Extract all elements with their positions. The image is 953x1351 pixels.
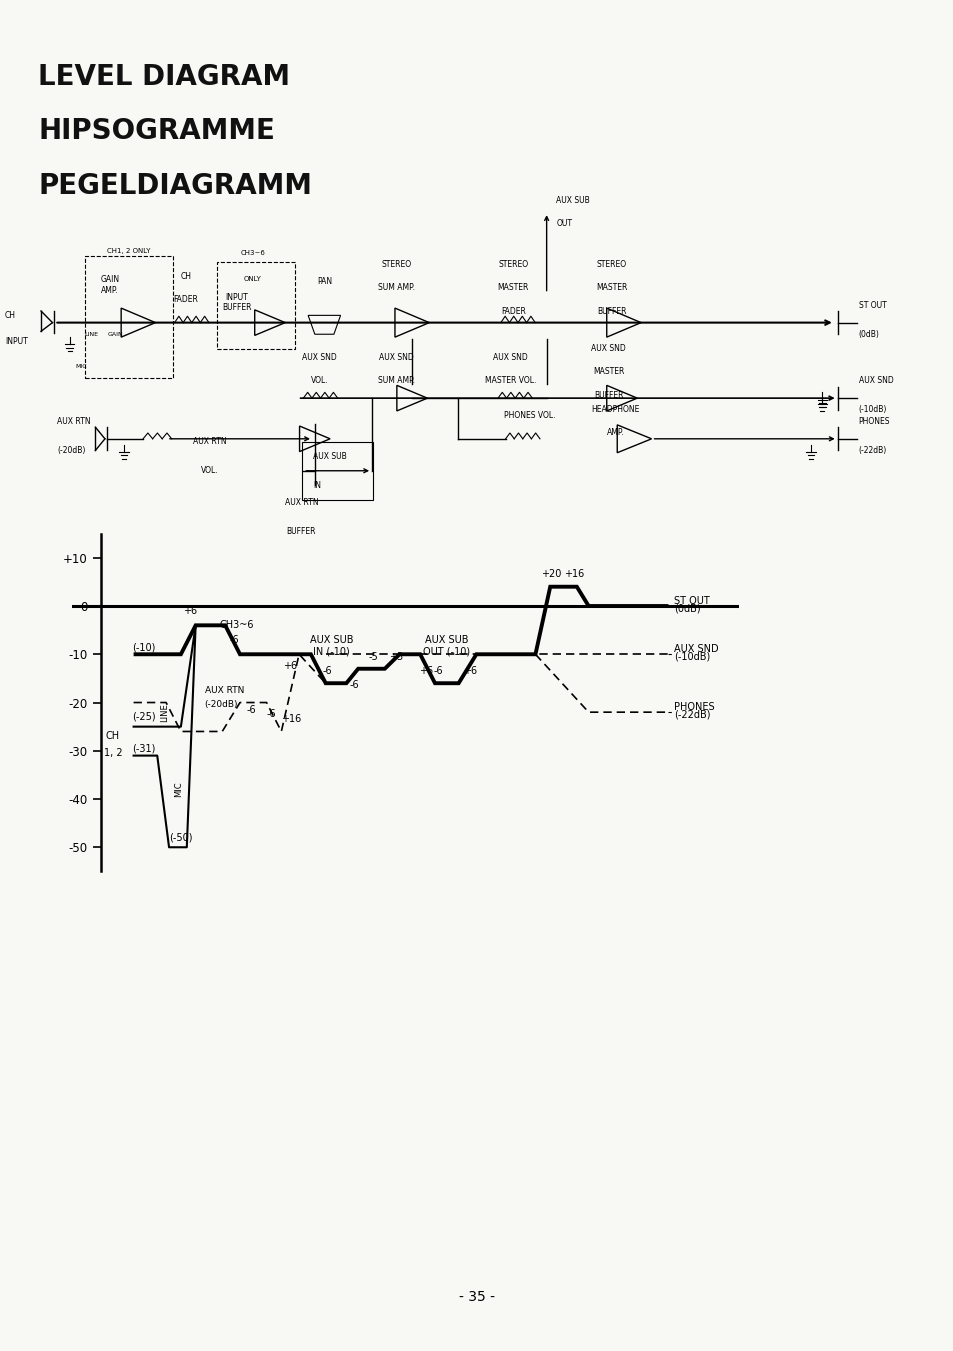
Text: CH3~6: CH3~6 — [240, 250, 265, 255]
Text: AUX SUB: AUX SUB — [425, 635, 468, 644]
Text: (0dB): (0dB) — [674, 604, 700, 613]
Text: PAN: PAN — [316, 277, 332, 286]
Text: CH3~6: CH3~6 — [219, 620, 253, 630]
Text: AUX SUB: AUX SUB — [313, 451, 346, 461]
Text: AMP.: AMP. — [606, 428, 623, 438]
Text: AUX SUB: AUX SUB — [556, 196, 589, 205]
Text: -5: -5 — [368, 651, 377, 662]
Text: +6: +6 — [418, 666, 433, 676]
Text: (0dB): (0dB) — [858, 330, 879, 339]
Text: CH: CH — [180, 272, 192, 281]
Text: (-20dB): (-20dB) — [57, 446, 86, 455]
Text: +16: +16 — [281, 715, 301, 724]
Text: (-31): (-31) — [132, 743, 155, 754]
Text: -6: -6 — [247, 705, 256, 715]
Text: MASTER: MASTER — [497, 284, 528, 292]
Text: MIC: MIC — [174, 782, 183, 797]
Text: IN: IN — [313, 481, 320, 490]
Text: CH: CH — [5, 311, 16, 320]
Text: (-20dB): (-20dB) — [204, 700, 237, 709]
Text: +6: +6 — [463, 666, 477, 676]
Text: (-50): (-50) — [169, 832, 193, 843]
Text: (-10): (-10) — [132, 642, 155, 653]
Text: FADER: FADER — [173, 295, 198, 304]
Text: STEREO: STEREO — [497, 259, 528, 269]
Text: -6: -6 — [349, 681, 358, 690]
Text: (-22dB): (-22dB) — [858, 446, 886, 455]
Text: STEREO: STEREO — [596, 259, 626, 269]
Text: AUX SUB: AUX SUB — [310, 635, 353, 644]
Text: LINE: LINE — [160, 703, 169, 721]
Text: AUX RTN: AUX RTN — [284, 499, 318, 507]
Text: +20: +20 — [540, 570, 561, 580]
Text: GAIN: GAIN — [108, 332, 124, 336]
Text: CH1, 2 ONLY: CH1, 2 ONLY — [107, 249, 151, 254]
Text: MASTER: MASTER — [593, 367, 623, 377]
Text: VOL.: VOL. — [311, 376, 328, 385]
Text: BUFFER: BUFFER — [287, 527, 315, 536]
Text: OUT: OUT — [556, 219, 572, 228]
Text: GAIN
AMP.: GAIN AMP. — [100, 276, 119, 295]
Bar — [216, 262, 294, 349]
Text: MASTER: MASTER — [596, 284, 626, 292]
Text: SUM AMP.: SUM AMP. — [378, 376, 415, 385]
Text: (-10dB): (-10dB) — [858, 405, 886, 415]
Text: (-25): (-25) — [132, 712, 155, 721]
Text: HEADPHONE: HEADPHONE — [591, 405, 639, 415]
Text: CH: CH — [106, 731, 120, 742]
Text: AUX SND: AUX SND — [674, 644, 719, 654]
Text: ST OUT: ST OUT — [858, 301, 885, 309]
Text: STEREO: STEREO — [381, 259, 412, 269]
Text: INPUT
BUFFER: INPUT BUFFER — [222, 293, 251, 312]
Text: HIPSOGRAMME: HIPSOGRAMME — [38, 118, 274, 145]
Text: PHONES: PHONES — [674, 703, 714, 712]
Text: AUX SND: AUX SND — [591, 345, 625, 353]
Text: -6: -6 — [229, 635, 238, 644]
Text: +3: +3 — [389, 651, 403, 662]
Text: AUX SND: AUX SND — [379, 353, 414, 362]
Text: AUX RTN: AUX RTN — [204, 686, 244, 694]
Text: OUT (-10): OUT (-10) — [423, 647, 470, 657]
Text: PHONES VOL.: PHONES VOL. — [503, 411, 555, 420]
Text: ST OUT: ST OUT — [674, 596, 709, 607]
Text: FADER: FADER — [500, 307, 525, 316]
Text: +6: +6 — [182, 605, 196, 616]
Text: VOL.: VOL. — [201, 466, 218, 476]
Text: ONLY: ONLY — [244, 276, 261, 282]
Text: -6: -6 — [433, 666, 442, 676]
Text: AUX RTN: AUX RTN — [193, 438, 227, 446]
Text: IN (-10): IN (-10) — [313, 647, 350, 657]
Text: MASTER VOL.: MASTER VOL. — [484, 376, 536, 385]
Bar — [301, 442, 374, 500]
Text: +16: +16 — [563, 570, 583, 580]
Text: MIC: MIC — [75, 363, 87, 369]
Text: +6: +6 — [283, 661, 297, 671]
Text: SUM AMP.: SUM AMP. — [378, 284, 415, 292]
Text: AUX SND: AUX SND — [858, 376, 892, 385]
Text: AUX SND: AUX SND — [493, 353, 527, 362]
Text: AUX SND: AUX SND — [302, 353, 336, 362]
Text: PEGELDIAGRAMM: PEGELDIAGRAMM — [38, 172, 312, 200]
Text: BUFFER: BUFFER — [597, 307, 625, 316]
Text: AUX RTN: AUX RTN — [57, 417, 91, 426]
Text: - 35 -: - 35 - — [458, 1290, 495, 1304]
Text: (-10dB): (-10dB) — [674, 651, 710, 662]
Text: PHONES: PHONES — [858, 417, 889, 426]
Text: (-22dB): (-22dB) — [674, 709, 710, 720]
Text: LEVEL DIAGRAM: LEVEL DIAGRAM — [38, 62, 290, 91]
Text: 1, 2: 1, 2 — [104, 748, 122, 758]
Text: -6: -6 — [322, 666, 332, 676]
Text: -6: -6 — [266, 709, 275, 719]
Text: LINE: LINE — [85, 332, 98, 336]
Text: INPUT: INPUT — [5, 336, 28, 346]
Text: BUFFER: BUFFER — [594, 390, 622, 400]
Bar — [85, 255, 172, 378]
